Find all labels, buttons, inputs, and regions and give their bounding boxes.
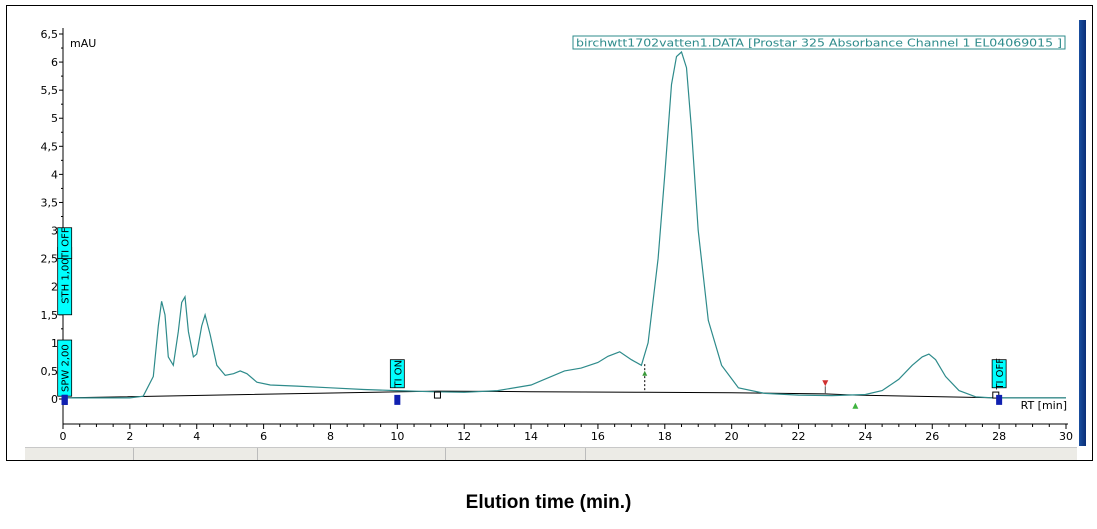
x-tick-label: 30 — [1059, 430, 1073, 443]
x-tick-label: 2 — [126, 430, 133, 443]
peak-split-marker — [642, 370, 648, 376]
y-tick-label: 6 — [51, 56, 58, 69]
y-tick-label: 1 — [51, 337, 58, 350]
peak-end-marker — [822, 380, 829, 387]
peak-start-marker — [852, 402, 859, 409]
y-axis-label: mAU — [70, 37, 96, 50]
y-tick-label: 0,5 — [41, 365, 59, 378]
event-label-box — [57, 227, 73, 260]
y-tick-label: 3 — [51, 225, 58, 238]
x-tick-label: 20 — [725, 430, 739, 443]
y-tick-label: 2,5 — [41, 253, 59, 266]
y-tick-label: 5 — [51, 112, 58, 125]
event-label: TI ON — [393, 360, 404, 389]
event-label: TI OFF — [61, 227, 72, 260]
x-tick-label: 28 — [992, 430, 1006, 443]
event-label-box — [991, 359, 1007, 389]
series-line-absorbance — [63, 50, 1066, 399]
event-marker: TI ON — [389, 359, 405, 405]
status-pane-divider — [257, 448, 258, 460]
y-tick-label: 4,5 — [41, 140, 59, 153]
x-tick-label: 18 — [658, 430, 672, 443]
status-pane-divider — [445, 448, 446, 460]
baseline-marker — [433, 391, 441, 399]
y-tick-label: 1,5 — [41, 309, 59, 322]
status-bar — [25, 447, 1077, 460]
event-label: SPW 2,00 — [61, 344, 72, 392]
y-tick-label: 6,5 — [41, 28, 59, 41]
series-line-baseline — [62, 390, 1066, 399]
event-tick — [61, 394, 68, 405]
legend-box: birchwtt1702vatten1.DATA [Prostar 325 Ab… — [572, 35, 1066, 50]
y-tick-label: 0 — [51, 393, 58, 406]
x-tick-label: 0 — [60, 430, 67, 443]
x-tick-label: 10 — [390, 430, 404, 443]
event-marker: TI OFF — [57, 227, 73, 405]
x-tick-label: 14 — [524, 430, 538, 443]
event-label: TI OFF — [995, 358, 1006, 391]
event-tick — [394, 394, 401, 405]
x-tick-label: 4 — [193, 430, 200, 443]
legend-entry: birchwtt1702vatten1.DATA [Prostar 325 Ab… — [576, 37, 1062, 50]
chromatogram-window: 0 0,5 1 1,5 2 2,5 3 3,5 4 4,5 5 5,5 6 6,5 0 2 4 6 8 10 12 14 1… — [6, 5, 1093, 461]
window-right-edge — [1079, 20, 1086, 446]
event-tick — [996, 394, 1003, 405]
x-tick-label: 8 — [327, 430, 334, 443]
x-tick-label: 24 — [858, 430, 872, 443]
x-tick-label: 26 — [925, 430, 939, 443]
y-tick-label: 3,5 — [41, 196, 59, 209]
x-tick-label: 16 — [591, 430, 605, 443]
event-marker: TI OFF — [991, 358, 1007, 405]
x-tick-label: 12 — [457, 430, 471, 443]
event-label-box — [389, 359, 405, 389]
y-tick-label: 2 — [51, 281, 58, 294]
y-tick-label: 4 — [51, 168, 58, 181]
status-pane-divider — [133, 448, 134, 460]
y-tick-label: 5,5 — [41, 84, 59, 97]
chromatogram-chart: 00,511,522,533,544,555,566,50 2 4 6 8 10 12 14 1… — [41, 28, 1073, 443]
status-pane-divider — [585, 448, 586, 460]
x-tick-label: 6 — [260, 430, 267, 443]
x-axis-label: RT [min] — [1021, 399, 1067, 412]
figure-caption: Elution time (min.) — [465, 492, 632, 513]
event-label: STH 1,00 — [61, 258, 72, 303]
x-tick-label: 22 — [792, 430, 806, 443]
